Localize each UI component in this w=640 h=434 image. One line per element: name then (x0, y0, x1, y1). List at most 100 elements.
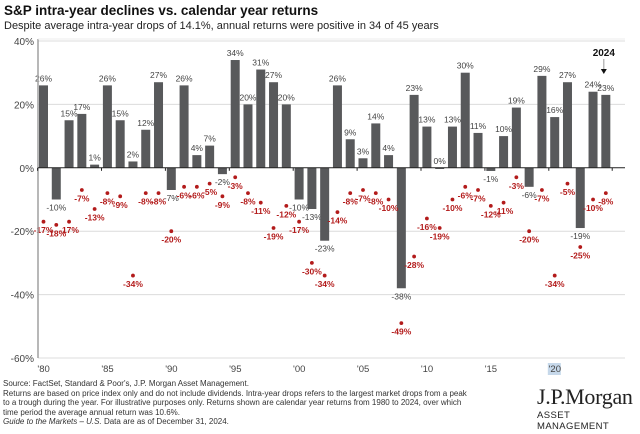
dot-1986 (118, 194, 123, 199)
chart: 40%20%0%-20%-40%-60% 26%-10%15%17%1%26%1… (11, 37, 625, 375)
bar-label-2004: 9% (344, 127, 357, 137)
bar-2013 (460, 72, 470, 168)
bar-2019 (537, 75, 547, 168)
bar-label-1981: -10% (46, 203, 66, 213)
dot-label-1999: -12% (276, 209, 296, 219)
bar-label-1980: 26% (35, 73, 52, 83)
dot-1997 (258, 200, 263, 205)
bar-2008 (396, 167, 406, 289)
bar-1982 (64, 120, 74, 168)
bar-label-2023: 24% (585, 80, 602, 90)
bar-label-2018: -6% (522, 190, 538, 200)
dot-label-2003: -14% (328, 216, 348, 226)
dot-label-2024: -8% (598, 197, 614, 207)
dot-2005 (361, 188, 365, 192)
dot-2002 (322, 273, 327, 278)
annotations: 2024 (593, 48, 615, 74)
dot-label-1989: -8% (151, 197, 167, 207)
bar-label-1990: -7% (164, 193, 180, 203)
dot-2010 (425, 216, 429, 221)
bar-2014 (473, 132, 483, 168)
bar-label-2000: -10% (289, 203, 309, 213)
dot-label-1986: -9% (113, 200, 129, 210)
intra-year-dots: -17%-18%-17%-7%-13%-8%-9%-34%-8%-8%-20%-… (34, 175, 614, 337)
bar-2012 (447, 126, 457, 168)
dot-2011 (437, 226, 442, 230)
bar-label-2011: 0% (434, 156, 447, 166)
dot-label-1990: -20% (161, 235, 181, 245)
bar-1995 (230, 60, 240, 168)
bar-1988 (141, 129, 151, 168)
footer: Source: FactSet, Standard & Poor's, J.P.… (3, 379, 473, 427)
bar-label-1988: 12% (137, 118, 154, 128)
dot-label-1987: -34% (123, 279, 143, 289)
dot-label-1981: -18% (46, 228, 66, 238)
logo-brand: J.P.Morgan (537, 384, 633, 409)
bar-label-2020: 16% (546, 105, 563, 115)
bar-2018 (524, 167, 534, 187)
bar-2017 (511, 107, 521, 168)
dot-label-1983: -7% (74, 193, 90, 203)
bar-label-2008: -38% (391, 291, 411, 301)
dot-1987 (131, 273, 135, 278)
dot-1992 (194, 184, 199, 189)
bar-label-2022: -19% (570, 231, 590, 241)
dot-label-1991: -6% (177, 190, 193, 200)
dot-2020 (552, 273, 557, 278)
bar-1994 (217, 167, 227, 175)
dot-label-1994: -9% (215, 200, 231, 210)
bar-1999 (281, 104, 291, 168)
dot-1984 (92, 207, 97, 211)
guide-date: Data are as of December 31, 2024. (101, 417, 229, 427)
dot-label-2014: -7% (470, 193, 486, 203)
dot-label-2013: -6% (458, 190, 474, 200)
bar-label-2021: 27% (559, 70, 576, 80)
bar-label-2003: 26% (329, 73, 346, 83)
bar-label-1997: 31% (252, 58, 269, 68)
bar-1985 (102, 85, 112, 168)
bar-label-1986: 15% (112, 108, 129, 118)
dot-2000 (297, 219, 301, 224)
dot-label-1982: -17% (59, 225, 79, 235)
bar-label-2012: 13% (444, 115, 461, 125)
dot-2012 (450, 197, 455, 202)
x-tick-label-2015: '15 (485, 364, 497, 375)
bar-label-1993: 7% (203, 134, 216, 144)
bar-label-1991: 26% (176, 73, 193, 83)
bar-1998 (269, 82, 279, 168)
bar-label-1996: 20% (239, 92, 256, 102)
dot-label-1980: -17% (34, 225, 54, 235)
dot-2023 (591, 197, 595, 202)
dot-label-2018: -20% (519, 235, 539, 245)
dot-1995 (233, 175, 238, 180)
dot-2019 (540, 188, 544, 192)
bar-label-2002: -23% (315, 244, 335, 254)
bar-label-1999: 20% (278, 92, 295, 102)
bar-label-2024: 23% (597, 83, 614, 93)
bar-label-2005: 3% (357, 146, 370, 156)
y-tick-label: 40% (14, 37, 34, 48)
dot-1991 (182, 184, 186, 189)
dot-label-2023: -10% (583, 203, 603, 213)
dot-label-2012: -10% (443, 203, 463, 213)
dot-2017 (514, 175, 519, 180)
dot-1996 (246, 191, 250, 196)
bar-label-2017: 19% (508, 96, 525, 106)
logo-subtitle: ASSET MANAGEMENT (537, 410, 610, 432)
x-tick-label-1985: '85 (101, 364, 113, 375)
dot-1980 (41, 219, 46, 224)
methodology-note: Returns are based on price index only an… (3, 388, 467, 417)
bar-label-2009: 23% (406, 83, 423, 93)
dot-label-2016: -11% (494, 206, 514, 216)
dot-label-1993: -5% (202, 187, 218, 197)
dot-label-2008: -49% (391, 327, 411, 337)
dot-label-2011: -19% (430, 232, 450, 242)
x-tick-label-2000: '00 (293, 364, 305, 375)
x-axis-ticks: '80 '85 '90 '95 '00 '05 '10 '15 '20 (37, 167, 613, 375)
dot-label-2007: -10% (379, 203, 399, 213)
dot-label-2004: -8% (343, 197, 359, 207)
bar-label-2007: 4% (382, 143, 395, 153)
source-note: Source: FactSet, Standard & Poor's, J.P.… (3, 379, 249, 388)
bar-2010 (422, 126, 432, 168)
bar-1987 (128, 161, 138, 168)
